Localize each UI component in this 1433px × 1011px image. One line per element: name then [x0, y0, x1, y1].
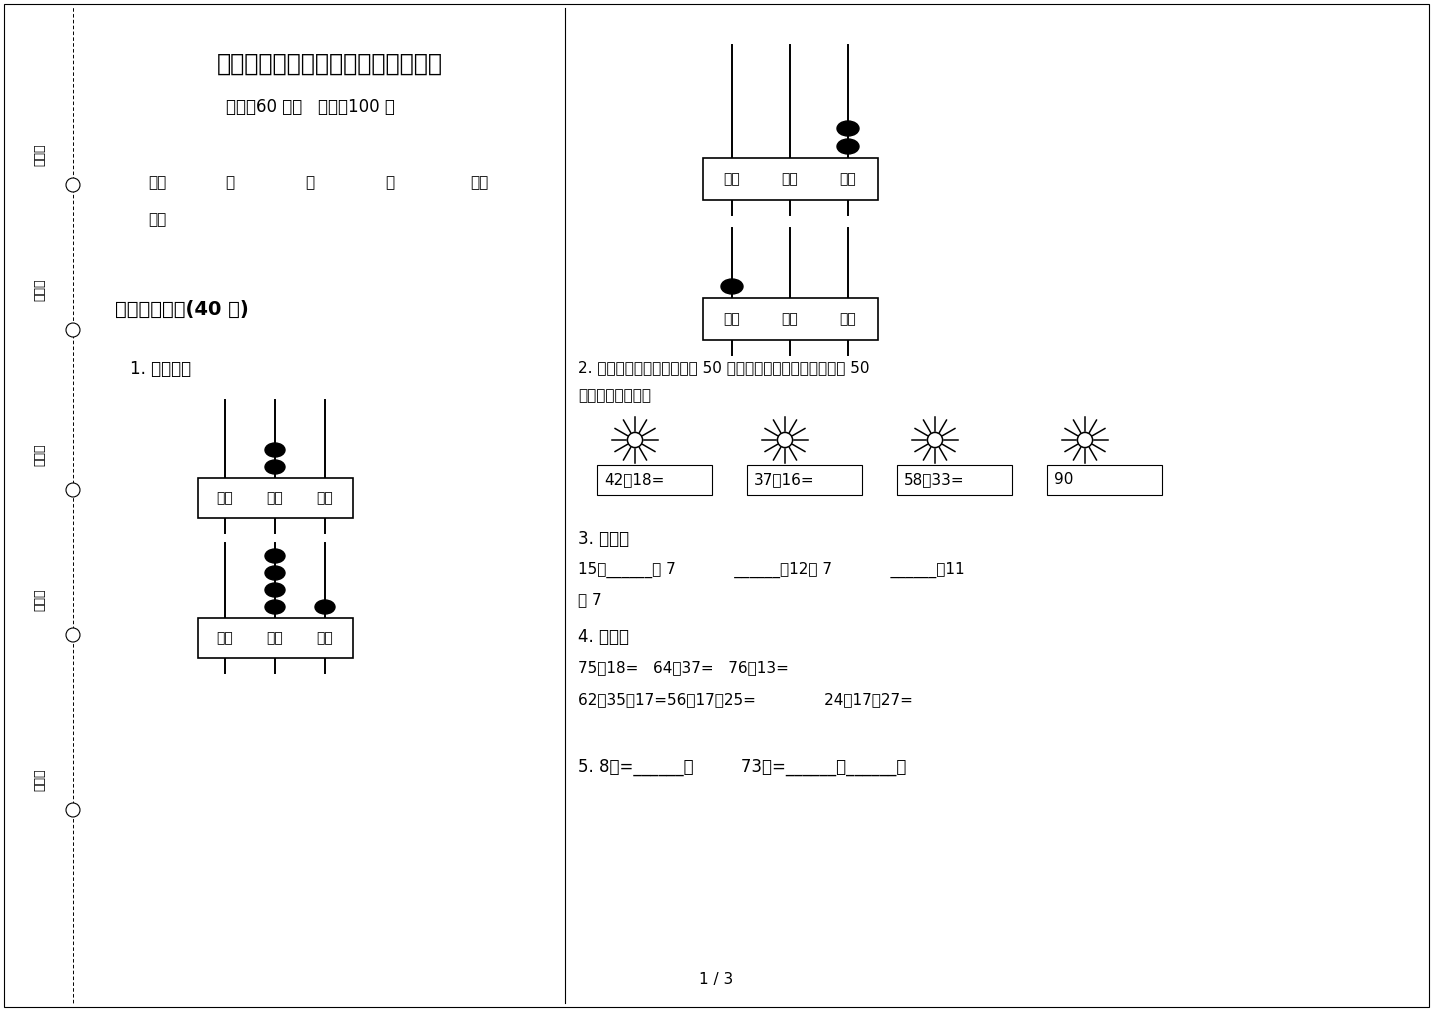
Text: 姓名：: 姓名：	[33, 444, 46, 466]
Ellipse shape	[265, 566, 285, 580]
Text: 37－16=: 37－16=	[754, 472, 814, 487]
Bar	[198, 618, 353, 658]
Text: 班级：: 班级：	[33, 588, 46, 612]
Text: 个位: 个位	[840, 172, 857, 186]
Circle shape	[66, 628, 80, 642]
Ellipse shape	[721, 279, 742, 294]
Circle shape	[927, 433, 943, 448]
Circle shape	[66, 483, 80, 497]
Text: 十位: 十位	[781, 312, 798, 326]
Ellipse shape	[265, 600, 285, 614]
Text: 的花朵涂上黄色。: 的花朵涂上黄色。	[577, 388, 651, 403]
Text: 1. 看图写数: 1. 看图写数	[130, 360, 191, 378]
Text: 三: 三	[385, 175, 394, 190]
Text: 总分: 总分	[470, 175, 489, 190]
Text: 少 7: 少 7	[577, 592, 602, 607]
Text: 42＋18=: 42＋18=	[603, 472, 665, 487]
Text: 5. 8元=______角         73角=______元______角: 5. 8元=______角 73角=______元______角	[577, 758, 907, 776]
Text: 题号: 题号	[148, 175, 166, 190]
Text: 75＋18=   64－37=   76＋13=: 75＋18= 64－37= 76＋13=	[577, 660, 790, 675]
Text: 58＋33=: 58＋33=	[904, 472, 964, 487]
Ellipse shape	[265, 583, 285, 598]
Bar	[704, 158, 878, 200]
Text: 90: 90	[1055, 472, 1073, 487]
Bar	[747, 465, 863, 495]
Text: 一、基础练习(40 分): 一、基础练习(40 分)	[115, 300, 249, 319]
Text: 1 / 3: 1 / 3	[699, 972, 734, 987]
Circle shape	[66, 178, 80, 192]
Bar	[598, 465, 712, 495]
Text: 百位: 百位	[216, 491, 234, 506]
Text: 得分: 得分	[148, 212, 166, 227]
Text: 个位: 个位	[840, 312, 857, 326]
Circle shape	[66, 323, 80, 337]
Text: 学校：: 学校：	[33, 768, 46, 792]
Text: 考号：: 考号：	[33, 144, 46, 166]
Text: 4. 算一算: 4. 算一算	[577, 628, 629, 646]
Circle shape	[66, 803, 80, 817]
Text: 个位: 个位	[317, 631, 334, 645]
Ellipse shape	[265, 549, 285, 563]
Circle shape	[628, 433, 642, 448]
Circle shape	[1078, 433, 1092, 448]
Ellipse shape	[837, 139, 858, 154]
Ellipse shape	[837, 121, 858, 136]
Text: 十位: 十位	[267, 631, 284, 645]
Text: 时间：60 分钟   满分：100 分: 时间：60 分钟 满分：100 分	[225, 98, 394, 116]
Text: 百位: 百位	[216, 631, 234, 645]
Bar	[198, 478, 353, 518]
Text: 一年级下学期全能综合数学期末试卷: 一年级下学期全能综合数学期末试卷	[216, 52, 443, 76]
Bar	[1048, 465, 1162, 495]
Ellipse shape	[315, 600, 335, 614]
Ellipse shape	[265, 460, 285, 474]
Bar	[897, 465, 1012, 495]
Ellipse shape	[265, 443, 285, 457]
Text: 2. 先算一算，再给得数大于 50 的花朵涂上红色，给得数小于 50: 2. 先算一算，再给得数大于 50 的花朵涂上红色，给得数小于 50	[577, 360, 870, 375]
Circle shape	[778, 433, 792, 448]
Text: 一: 一	[225, 175, 235, 190]
Text: 百位: 百位	[724, 172, 741, 186]
Text: 3. 填空。: 3. 填空。	[577, 530, 629, 548]
Text: 62－35＋17=56－17－25=              24＋17＋27=: 62－35＋17=56－17－25= 24＋17＋27=	[577, 692, 913, 707]
Text: 考场：: 考场：	[33, 279, 46, 301]
Text: 15比______多 7            ______比12少 7            ______比11: 15比______多 7 ______比12少 7 ______比11	[577, 562, 964, 578]
Text: 百位: 百位	[724, 312, 741, 326]
Text: 十位: 十位	[781, 172, 798, 186]
Text: 个位: 个位	[317, 491, 334, 506]
Text: 十位: 十位	[267, 491, 284, 506]
Bar	[704, 298, 878, 340]
Text: 二: 二	[305, 175, 315, 190]
